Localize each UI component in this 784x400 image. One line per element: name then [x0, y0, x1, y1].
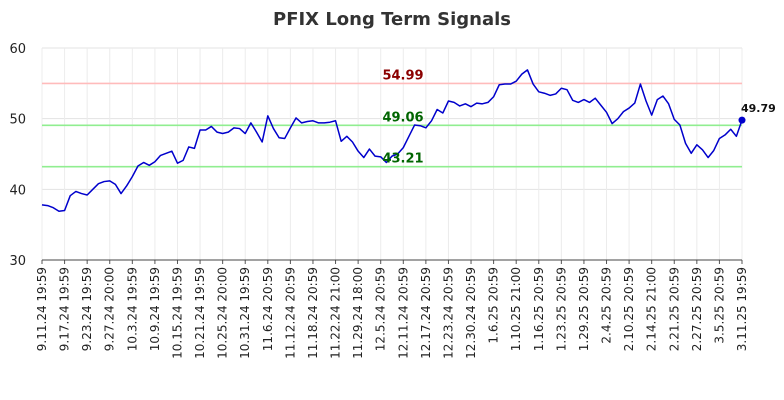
x-tick-label: 12.30.24 20:59: [464, 267, 478, 359]
x-tick-label: 11.12.24 20:59: [283, 267, 297, 359]
x-tick-label: 2.4.25 20:59: [600, 267, 614, 344]
price-series-line: [41, 69, 743, 212]
y-tick-label: 60: [9, 42, 26, 57]
signal-levels: [42, 82, 742, 168]
x-tick-label: 2.14.25 21:00: [645, 267, 659, 351]
x-tick-label: 10.25.24 20:00: [216, 267, 230, 359]
x-tick-label: 9.23.24 19:59: [80, 267, 94, 351]
x-tick-label: 11.22.24 21:00: [329, 267, 343, 359]
signal-level-label: 43.21: [382, 152, 423, 167]
y-tick-label: 50: [9, 113, 26, 128]
x-tick-label: 10.31.24 19:59: [238, 267, 252, 359]
signal-level-label: 49.06: [382, 110, 423, 125]
x-tick-label: 10.15.24 19:59: [170, 267, 184, 359]
x-tick-label: 10.3.24 19:59: [125, 267, 139, 351]
x-tick-label: 11.29.24 18:00: [351, 267, 365, 359]
signal-level-label: 54.99: [382, 68, 423, 83]
x-tick-label: 12.11.24 20:59: [396, 267, 410, 359]
last-point: 49.79: [738, 102, 776, 124]
x-tick-label: 1.10.25 21:00: [509, 267, 523, 351]
x-axis: 9.11.24 19:59 9.17.24 19:59 9.23.24 19:59 9…: [35, 259, 749, 359]
last-point-marker: [738, 116, 746, 124]
x-tick-label: 12.5.24 20:59: [374, 267, 388, 351]
series-layer: [41, 69, 743, 212]
x-tick-label: 9.17.24 19:59: [58, 267, 72, 351]
last-point-label: 49.79: [741, 102, 776, 115]
x-tick-label: 1.23.25 20:59: [554, 267, 568, 351]
x-tick-label: 2.21.25 20:59: [667, 267, 681, 351]
x-tick-label: 11.18.24 20:59: [306, 267, 320, 359]
y-axis: 30 40 50 60: [9, 42, 26, 269]
x-tick-label: 1.29.25 20:59: [577, 267, 591, 351]
x-tick-label: 10.21.24 19:59: [193, 267, 207, 359]
x-tick-label: 11.6.24 20:59: [261, 267, 275, 351]
x-tick-label: 9.11.24 19:59: [35, 267, 49, 351]
x-tick-label: 1.6.25 20:59: [487, 267, 501, 344]
level-labels: 54.99 49.06 43.21: [382, 68, 423, 166]
x-tick-label: 1.16.25 20:59: [532, 267, 546, 351]
x-tick-label: 3.11.25 19:59: [735, 267, 749, 351]
x-tick-label: 9.27.24 20:00: [103, 267, 117, 351]
x-tick-label: 2.10.25 20:59: [622, 267, 636, 351]
x-tick-label: 3.5.25 20:59: [712, 267, 726, 344]
y-tick-label: 40: [9, 183, 26, 198]
x-tick-label: 12.17.24 20:59: [419, 267, 433, 359]
y-tick-label: 30: [9, 254, 26, 269]
x-tick-label: 12.23.24 20:59: [441, 267, 455, 359]
chart-title: PFIX Long Term Signals: [273, 9, 511, 30]
x-tick-label: 2.27.25 20:59: [690, 267, 704, 351]
x-tick-label: 10.9.24 19:59: [148, 267, 162, 351]
